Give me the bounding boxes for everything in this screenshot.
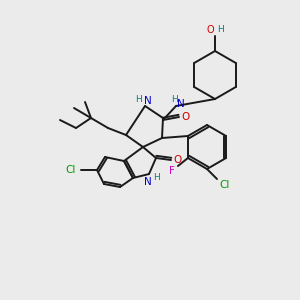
- Text: H: H: [171, 95, 177, 104]
- Text: H: H: [217, 26, 224, 34]
- Text: N: N: [144, 96, 152, 106]
- Text: O: O: [174, 155, 182, 165]
- Text: H: H: [136, 95, 142, 104]
- Text: F: F: [169, 166, 175, 176]
- Text: N: N: [177, 99, 185, 109]
- Text: Cl: Cl: [66, 165, 76, 175]
- Text: N: N: [144, 177, 152, 187]
- Text: H: H: [153, 172, 159, 182]
- Text: O: O: [182, 112, 190, 122]
- Text: O: O: [206, 25, 214, 35]
- Text: Cl: Cl: [220, 180, 230, 190]
